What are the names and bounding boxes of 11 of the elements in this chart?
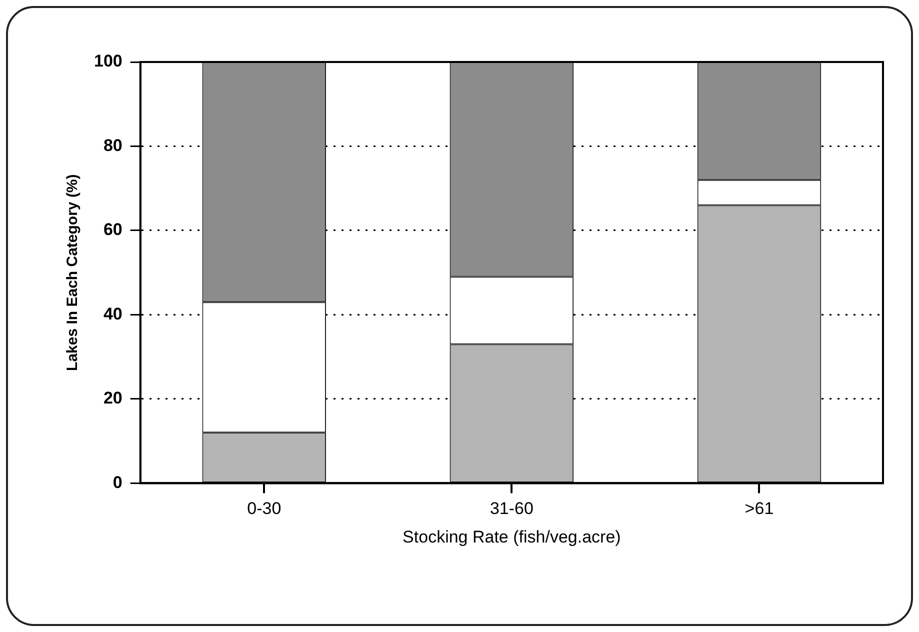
- y-tick-label: 40: [103, 304, 122, 324]
- y-tick-label: 100: [94, 52, 122, 71]
- y-tick-label: 60: [103, 220, 122, 240]
- y-tick-label: 80: [103, 136, 122, 155]
- y-axis-title: Lakes In Each Category (%): [64, 174, 82, 371]
- x-tick-label: >61: [744, 499, 774, 518]
- y-tick-label: 0: [112, 472, 122, 492]
- x-axis-title: Stocking Rate (fish/veg.acre): [402, 527, 621, 546]
- y-tick-label: 20: [103, 388, 122, 408]
- x-tick-label: 0-30: [247, 499, 282, 518]
- x-tick-label: 31-60: [490, 499, 534, 518]
